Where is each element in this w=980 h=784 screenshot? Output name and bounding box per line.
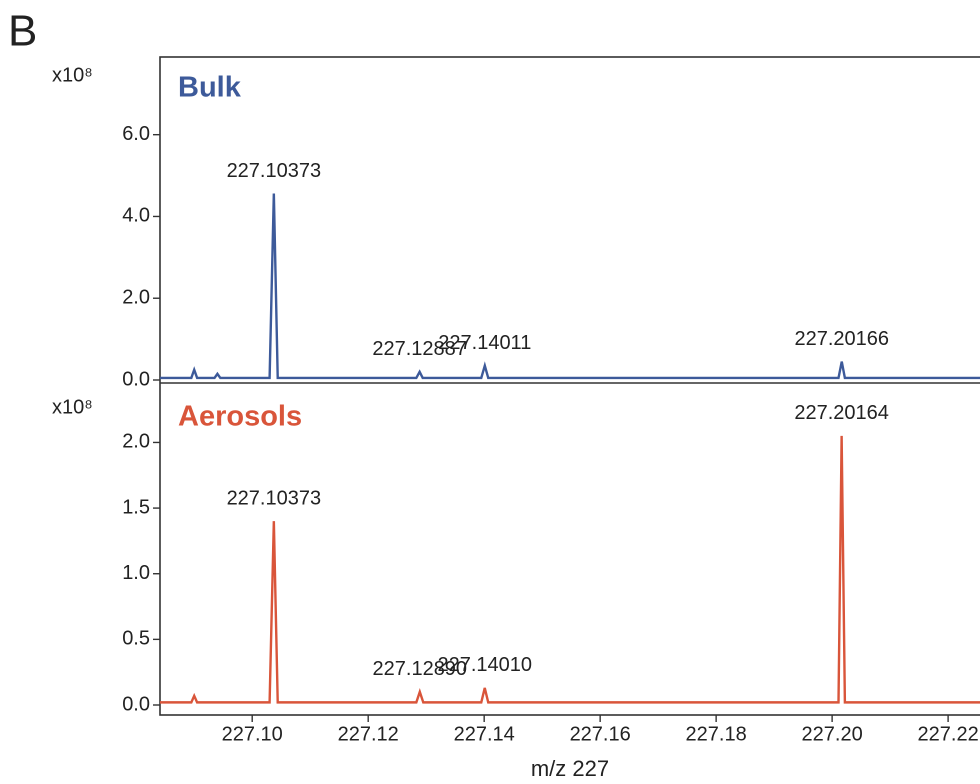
y-tick-label: 2.0 — [122, 287, 150, 309]
peak-label: 227.12890 — [373, 658, 468, 680]
y-tick-label: 1.5 — [122, 496, 150, 518]
peak-label: 227.14011 — [438, 332, 531, 354]
x-axis-label: m/z 227 — [531, 756, 609, 781]
x-tick-label: 227.20 — [802, 723, 863, 745]
y-tick-label: 4.0 — [122, 205, 150, 227]
peak-label: 227.10373 — [227, 160, 322, 182]
series-name: Bulk — [178, 72, 242, 104]
panel-label: B — [8, 7, 37, 56]
peak-label: 227.14010 — [437, 654, 532, 676]
peak-label: 227.20164 — [794, 402, 889, 424]
x-tick-label: 227.22 — [918, 723, 979, 745]
spectrum-line — [160, 435, 980, 704]
x-tick-label: 227.18 — [686, 723, 747, 745]
y-axis-label: x10⁸ — [52, 396, 93, 418]
y-tick-label: 1.0 — [122, 562, 150, 584]
x-tick-label: 227.10 — [222, 723, 283, 745]
x-tick-label: 227.16 — [570, 723, 631, 745]
peak-label: 227.10373 — [227, 487, 322, 509]
spectrum-line — [160, 193, 980, 380]
plot-frame — [159, 56, 980, 716]
y-tick-label: 0.5 — [122, 628, 150, 650]
peak-label: 227.12887 — [372, 338, 467, 360]
y-tick-label: 0.0 — [122, 693, 150, 715]
y-tick-label: 2.0 — [122, 431, 150, 453]
x-tick-label: 227.12 — [338, 723, 399, 745]
peak-label: 227.20166 — [794, 328, 889, 350]
series-name: Aerosols — [178, 401, 302, 433]
x-tick-label: 227.14 — [454, 723, 515, 745]
y-tick-label: 6.0 — [122, 123, 150, 145]
y-axis-label: x10⁸ — [52, 64, 93, 86]
y-tick-label: 0.0 — [122, 368, 150, 390]
